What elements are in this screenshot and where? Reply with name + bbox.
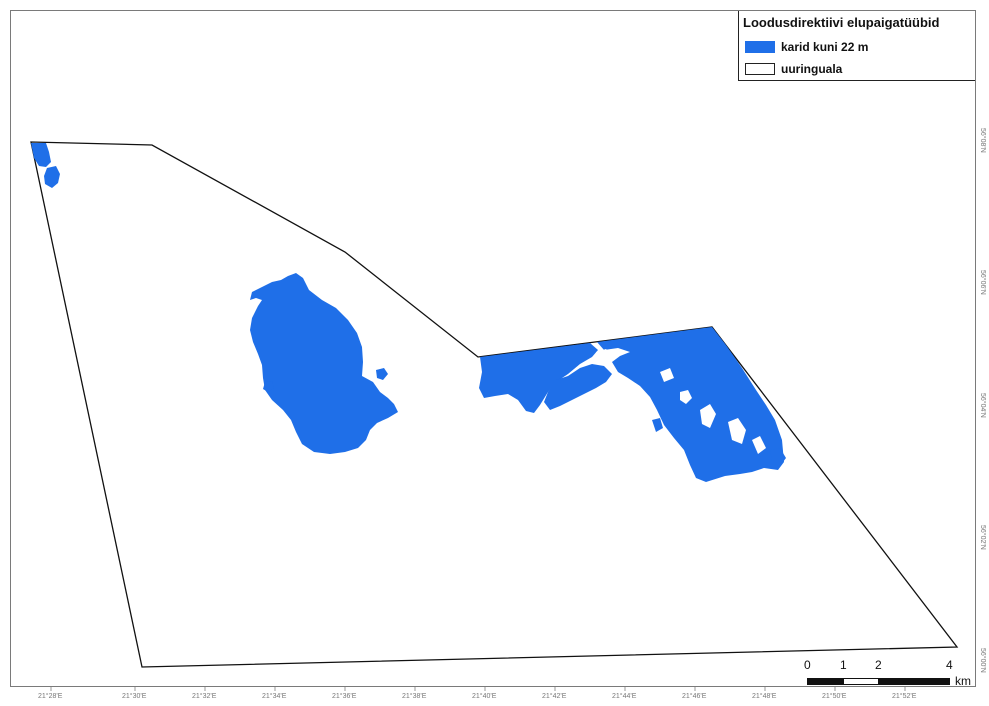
map-frame — [10, 10, 976, 687]
latitude-label: 56°04'N — [979, 393, 986, 418]
reef-fragment-central-1 — [376, 368, 388, 380]
reef-gap-east-1 — [596, 349, 612, 362]
legend-title: Loodusdirektiivi elupaigatüübid — [743, 15, 940, 30]
reef-gap-east-6 — [660, 368, 674, 382]
reef-patch-east-lobe — [544, 364, 612, 410]
reef-gap-east-4 — [680, 390, 692, 404]
longitude-label: 21°40'E — [472, 693, 497, 700]
reef-patch-central — [250, 273, 398, 454]
legend-label-study-area: uuringuala — [781, 62, 843, 76]
study-area-polygon — [30, 141, 959, 668]
longitude-label: 21°48'E — [752, 693, 777, 700]
longitude-label: 21°38'E — [402, 693, 427, 700]
scale-tick-label: 0 — [804, 658, 811, 672]
scale-segment-2 — [843, 678, 879, 685]
scale-tick-label: 2 — [875, 658, 882, 672]
reef-patch-east-arc — [597, 327, 784, 482]
legend-item-study-area: uuringuala — [745, 61, 842, 77]
longitude-label: 21°28'E — [38, 693, 63, 700]
reef-fragment-central-2 — [263, 381, 274, 392]
longitude-label: 21°32'E — [192, 693, 217, 700]
longitude-label: 21°50'E — [822, 693, 847, 700]
longitude-label: 21°30'E — [122, 693, 147, 700]
latitude-label: 56°08'N — [979, 128, 986, 153]
reef-fragment-east-1 — [770, 448, 786, 466]
scale-segment-1 — [807, 678, 843, 685]
scale-unit: km — [955, 674, 971, 688]
latitude-label: 56°06'N — [979, 270, 986, 295]
longitude-label: 21°42'E — [542, 693, 567, 700]
longitude-label: 21°46'E — [682, 693, 707, 700]
longitude-ticks — [50, 687, 906, 691]
reef-patch-northwest-2 — [44, 166, 60, 188]
latitude-label: 56°00'N — [979, 648, 986, 673]
reef-gap-east-2 — [700, 404, 716, 428]
longitude-label: 21°44'E — [612, 693, 637, 700]
scale-bar: 0 1 2 4 km — [800, 658, 975, 688]
scale-segment-3 — [879, 678, 950, 685]
longitude-label: 21°36'E — [332, 693, 357, 700]
legend-swatch-reef — [745, 41, 775, 53]
longitude-label: 21°34'E — [262, 693, 287, 700]
reef-gap-east-5 — [752, 436, 766, 454]
reef-gap-east-3 — [728, 418, 746, 444]
reef-patch-northwest-1 — [31, 143, 51, 167]
legend-label-reef: karid kuni 22 m — [781, 40, 869, 54]
latitude-label: 56°02'N — [979, 525, 986, 550]
legend-item-reef: karid kuni 22 m — [745, 39, 868, 55]
legend-swatch-study-area — [745, 63, 775, 75]
reef-patch-east-main — [479, 343, 598, 413]
scale-tick-label: 1 — [840, 658, 847, 672]
reef-fragment-east-2 — [652, 418, 663, 432]
map-legend: Loodusdirektiivi elupaigatüübid karid ku… — [738, 11, 975, 81]
longitude-label: 21°52'E — [892, 693, 917, 700]
scale-tick-label: 4 — [946, 658, 953, 672]
